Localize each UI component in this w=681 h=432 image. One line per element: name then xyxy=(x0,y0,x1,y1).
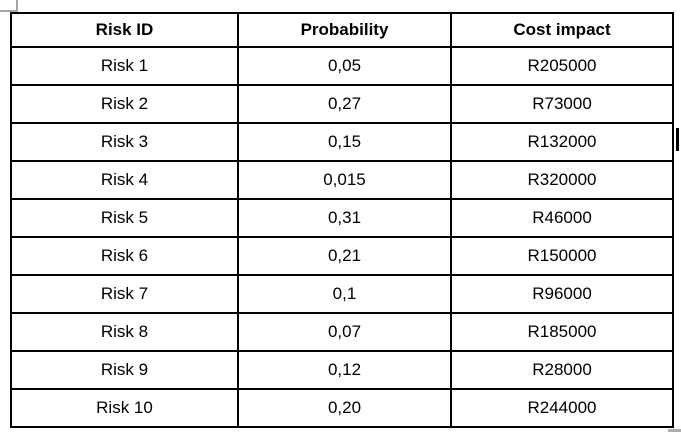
cell-cost-impact[interactable]: R132000 xyxy=(450,122,674,162)
header-probability[interactable]: Probability xyxy=(237,12,452,48)
table-row: Risk 5 0,31 R46000 xyxy=(10,198,674,238)
table-row: Risk 8 0,07 R185000 xyxy=(10,312,674,352)
cell-cost-impact[interactable]: R205000 xyxy=(450,46,674,86)
table-row: Risk 9 0,12 R28000 xyxy=(10,350,674,390)
table-move-handle-icon[interactable] xyxy=(0,0,18,12)
table-row: Risk 4 0,015 R320000 xyxy=(10,160,674,200)
cell-probability[interactable]: 0,21 xyxy=(237,236,452,276)
cell-risk-id[interactable]: Risk 6 xyxy=(10,236,239,276)
cell-cost-impact[interactable]: R73000 xyxy=(450,84,674,124)
cell-risk-id[interactable]: Risk 1 xyxy=(10,46,239,86)
cell-risk-id[interactable]: Risk 8 xyxy=(10,312,239,352)
table-row: Risk 6 0,21 R150000 xyxy=(10,236,674,276)
cell-probability[interactable]: 0,27 xyxy=(237,84,452,124)
cell-probability[interactable]: 0,015 xyxy=(237,160,452,200)
table-row: Risk 7 0,1 R96000 xyxy=(10,274,674,314)
cell-cost-impact[interactable]: R320000 xyxy=(450,160,674,200)
header-cost-impact[interactable]: Cost impact xyxy=(450,12,674,48)
cell-cost-impact[interactable]: R150000 xyxy=(450,236,674,276)
cell-probability[interactable]: 0,15 xyxy=(237,122,452,162)
cell-risk-id[interactable]: Risk 2 xyxy=(10,84,239,124)
table-header-row: Risk ID Probability Cost impact xyxy=(10,12,674,48)
cell-risk-id[interactable]: Risk 7 xyxy=(10,274,239,314)
cell-probability[interactable]: 0,07 xyxy=(237,312,452,352)
cell-risk-id[interactable]: Risk 4 xyxy=(10,160,239,200)
cell-probability[interactable]: 0,1 xyxy=(237,274,452,314)
cell-risk-id[interactable]: Risk 5 xyxy=(10,198,239,238)
table-row: Risk 10 0,20 R244000 xyxy=(10,388,674,428)
cell-cost-impact[interactable]: R185000 xyxy=(450,312,674,352)
risk-table: Risk ID Probability Cost impact Risk 1 0… xyxy=(10,12,674,428)
text-cursor xyxy=(676,128,679,151)
table-row: Risk 1 0,05 R205000 xyxy=(10,46,674,86)
cell-probability[interactable]: 0,31 xyxy=(237,198,452,238)
cell-cost-impact[interactable]: R96000 xyxy=(450,274,674,314)
table-row: Risk 2 0,27 R73000 xyxy=(10,84,674,124)
resize-handle-fragment xyxy=(668,429,681,432)
cell-cost-impact[interactable]: R28000 xyxy=(450,350,674,390)
table-row: Risk 3 0,15 R132000 xyxy=(10,122,674,162)
cell-cost-impact[interactable]: R244000 xyxy=(450,388,674,428)
cell-probability[interactable]: 0,20 xyxy=(237,388,452,428)
cell-risk-id[interactable]: Risk 10 xyxy=(10,388,239,428)
cell-risk-id[interactable]: Risk 9 xyxy=(10,350,239,390)
cell-cost-impact[interactable]: R46000 xyxy=(450,198,674,238)
header-risk-id[interactable]: Risk ID xyxy=(10,12,239,48)
cell-risk-id[interactable]: Risk 3 xyxy=(10,122,239,162)
cell-probability[interactable]: 0,05 xyxy=(237,46,452,86)
cell-probability[interactable]: 0,12 xyxy=(237,350,452,390)
